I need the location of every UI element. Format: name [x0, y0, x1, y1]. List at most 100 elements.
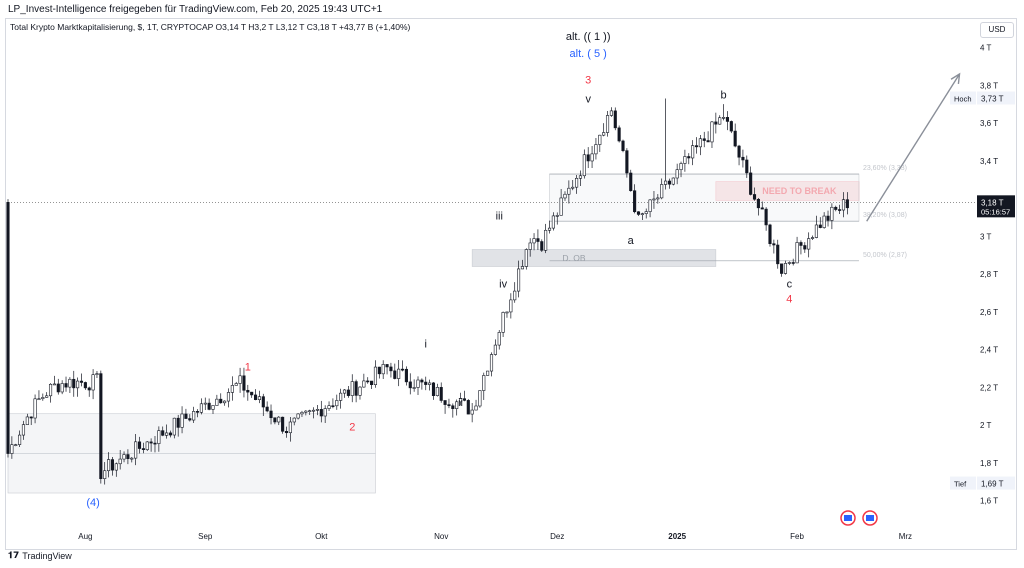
x-tick-label: Sep: [198, 532, 213, 541]
candle-body: [296, 413, 300, 419]
candle-body: [188, 418, 192, 421]
candle-body: [304, 410, 308, 413]
candle-body: [157, 430, 161, 444]
candle-body: [733, 130, 737, 147]
candle-body: [667, 180, 671, 185]
candle-body: [555, 215, 559, 217]
candle-body: [288, 421, 292, 434]
candle-body: [397, 368, 401, 379]
candle-body: [373, 366, 378, 386]
candle-body: [524, 249, 528, 267]
wave-label-0: (4): [86, 497, 99, 509]
candle-body: [474, 405, 478, 411]
candle-body: [10, 444, 14, 454]
candle-body: [737, 145, 741, 158]
candle-body: [130, 457, 134, 460]
candle-body: [741, 156, 745, 161]
candle-body: [161, 430, 165, 436]
candle-body: [656, 197, 660, 200]
candle-body: [536, 238, 540, 242]
candle-body: [234, 383, 238, 386]
candle-body: [300, 411, 304, 415]
candle-body: [617, 127, 621, 142]
candle-body: [91, 374, 95, 391]
candle-body: [462, 398, 466, 401]
candle-body: [830, 206, 834, 221]
candle-body: [327, 405, 331, 409]
candle-body: [33, 398, 37, 419]
candle-body: [810, 237, 815, 239]
event-flag-inner: [866, 515, 874, 521]
candle-body: [644, 211, 648, 214]
candle-body: [451, 405, 455, 409]
event-flag-inner: [844, 515, 852, 521]
candle-body: [528, 242, 532, 250]
candle-body: [257, 396, 261, 400]
candle-body: [385, 364, 389, 368]
candle-body: [172, 417, 176, 436]
candle-body: [246, 389, 250, 393]
candle-body: [76, 380, 80, 389]
candle-body: [621, 140, 625, 151]
tradingview-brand[interactable]: 𝟏𝟳 TradingView: [8, 551, 72, 561]
candle-body: [420, 379, 424, 383]
candle-body: [795, 242, 799, 264]
candle-body: [799, 242, 803, 246]
last-price-tag-bg: [977, 195, 1015, 218]
candle-body: [199, 403, 203, 413]
candle-body: [517, 268, 521, 292]
candle-body: [211, 405, 215, 410]
candle-body: [273, 417, 277, 423]
candle-body: [633, 190, 637, 213]
candle-body: [578, 175, 583, 179]
candle-body: [671, 177, 675, 185]
candle-body: [114, 463, 118, 471]
wave-label-3: i: [425, 339, 427, 351]
candle-body: [219, 398, 223, 404]
candle-body: [21, 424, 26, 436]
candle-body: [439, 387, 443, 401]
candle-body: [532, 238, 536, 244]
zone-3: [7, 453, 376, 494]
candle-body: [203, 402, 207, 405]
candle-body: [79, 380, 84, 383]
x-tick-label: Nov: [434, 532, 448, 541]
candle-body: [683, 156, 687, 164]
x-tick-label: Aug: [78, 532, 92, 541]
candle-body: [826, 215, 830, 221]
candle-body: [718, 117, 722, 125]
projection-arrow: [866, 73, 961, 222]
candle-body: [141, 448, 145, 450]
candle-body: [691, 145, 695, 159]
candle-body: [776, 244, 780, 265]
candle-body: [242, 375, 246, 391]
candle-body: [25, 416, 29, 425]
wave-label-13: c: [787, 278, 793, 290]
low-tag-bg: [977, 476, 1015, 490]
candle-body: [497, 332, 501, 346]
tradingview-brand-label: TradingView: [22, 551, 72, 561]
candle-body: [458, 398, 463, 403]
candle-body: [145, 441, 149, 450]
candle-body: [14, 444, 18, 446]
candle-body: [756, 198, 760, 209]
x-tick-label: Mrz: [899, 532, 912, 541]
x-tick-label: Okt: [315, 532, 328, 541]
currency-button[interactable]: USD: [980, 22, 1014, 38]
candle-body: [567, 187, 571, 195]
candle-body: [153, 442, 157, 445]
low-tag-label: Tief: [954, 480, 967, 489]
candle-body: [714, 121, 718, 125]
candle-body: [486, 370, 490, 376]
candle-body: [722, 117, 726, 119]
high-tag-value: 3,73 T: [981, 95, 1004, 104]
y-tick-label: 2,2 T: [980, 383, 998, 392]
candle-body: [377, 366, 381, 375]
candle-body: [358, 386, 362, 396]
candle-body: [729, 121, 733, 132]
candle-body: [629, 172, 633, 192]
candle-body: [184, 413, 188, 419]
candle-body: [814, 224, 818, 238]
last-price-tag-countdown: 05:16:57: [981, 207, 1010, 216]
